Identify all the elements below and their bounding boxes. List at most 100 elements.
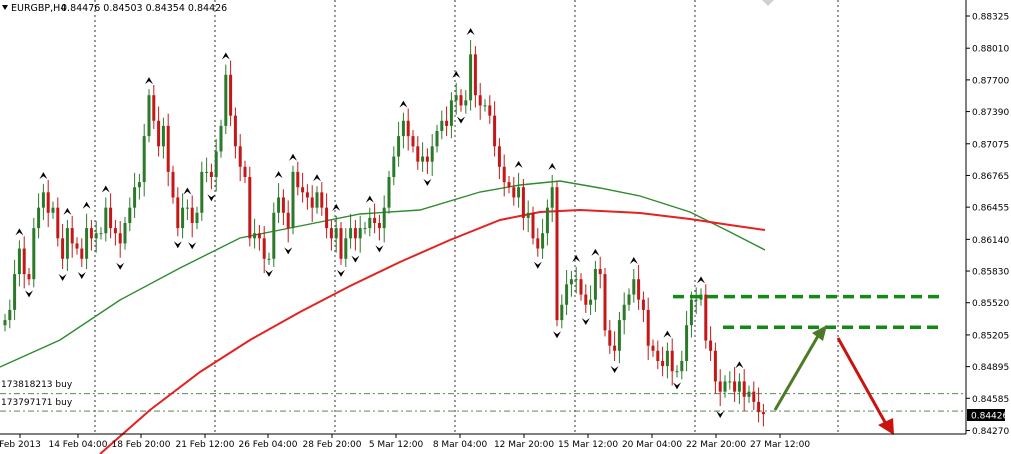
candle-body [157,120,161,147]
candle-body [387,176,391,208]
fractal-up-icon [399,100,408,108]
fractal-down-icon [457,116,465,124]
candle-body [99,233,103,235]
candle-body [603,274,607,331]
candle-body [598,268,602,275]
current-price-box [967,409,1005,421]
fractal-down-icon [610,365,619,373]
candle-body [421,156,425,162]
fractal-down-icon [116,262,125,270]
candle-body [37,207,41,229]
candle-body [497,146,501,167]
candle-body [401,120,405,137]
candle-body [22,248,26,275]
candle-body [507,182,511,188]
y-tick-label: 0.84270 [972,427,1009,437]
y-tick-label: 0.84585 [972,395,1009,405]
fractal-up-icon [274,171,283,179]
x-tick-label: 5 Mar 12:00 [369,440,424,450]
candle-body [195,212,199,223]
candle-body [545,207,549,234]
candle-body [483,105,487,107]
arrow-down-head-icon [878,418,894,435]
fractal-up-icon [82,201,91,209]
y-tick-label: 0.88325 [972,13,1009,23]
candle-body [550,187,554,208]
candle-body [224,74,228,126]
x-tick-label: 20 Mar 04:00 [622,440,682,450]
ma-green-line [0,180,766,368]
candle-body [248,176,252,239]
fractal-down-icon [77,271,86,279]
fractal-down-icon [284,247,293,255]
fractal-up-icon [452,70,461,78]
candle-body [593,268,597,300]
candle-body [85,228,89,259]
candle-body [713,350,717,382]
moving-averages [0,180,766,454]
candle-body [219,125,223,152]
fractal-down-icon [375,245,384,253]
order-label-1[interactable]: 173818213 buy [1,380,73,390]
candle-body [310,197,314,208]
candle-body [305,192,309,198]
candle-body [560,304,564,321]
fractal-up-icon [629,256,638,264]
candle-body [262,238,266,259]
candle-body [646,309,650,346]
fractal-up-icon [697,276,705,284]
candle-body [665,350,669,367]
candle-body [17,248,21,275]
y-tick-label: 0.86140 [972,236,1009,246]
candle-body [411,136,415,147]
fractal-up-icon [365,195,374,203]
candle-body [296,171,300,188]
collapse-triangle-icon[interactable] [2,5,8,10]
candle-body [502,166,506,183]
candle-body [449,100,453,126]
candle-body [675,371,679,373]
candle-body [94,233,98,239]
fractal-up-icon [514,160,523,168]
candle-body [761,412,765,415]
fractal-up-icon [145,77,153,85]
candle-body [339,228,343,259]
y-tick-label: 0.88010 [972,45,1009,55]
candle-body [176,197,180,229]
scroll-marker-icon [762,0,774,6]
candle-body [46,192,50,213]
candle-body [685,325,689,361]
candle-body [670,350,674,372]
order-label-2[interactable]: 173797171 buy [1,398,73,408]
fractal-up-icon [15,228,24,236]
y-tick-label: 0.87075 [972,140,1009,150]
y-tick-label: 0.86455 [972,204,1009,214]
candle-body [469,54,473,101]
candle-body [65,228,69,259]
candle-body [728,381,732,383]
candle-body [75,243,79,249]
candle-body [147,95,151,137]
x-tick-label: 28 Feb 20:00 [302,440,361,450]
candle-body [478,95,482,106]
candle-body [301,187,305,193]
candle-body [161,125,165,147]
candle-body [430,146,434,162]
candle-body [373,217,377,223]
candle-body [267,258,271,260]
fractal-up-icon [591,248,600,256]
candle-body [689,299,693,326]
candle-body [392,156,396,177]
candle-body [272,212,276,259]
fractal-up-icon [735,361,744,369]
fractal-down-icon [533,261,542,269]
candle-body [435,130,439,147]
candle-body [133,187,137,208]
candle-body [334,228,338,239]
candle-body [214,151,218,177]
candle-body [104,207,108,234]
candle-body [569,279,573,285]
candle-body [229,74,233,116]
candle-body [233,115,237,147]
